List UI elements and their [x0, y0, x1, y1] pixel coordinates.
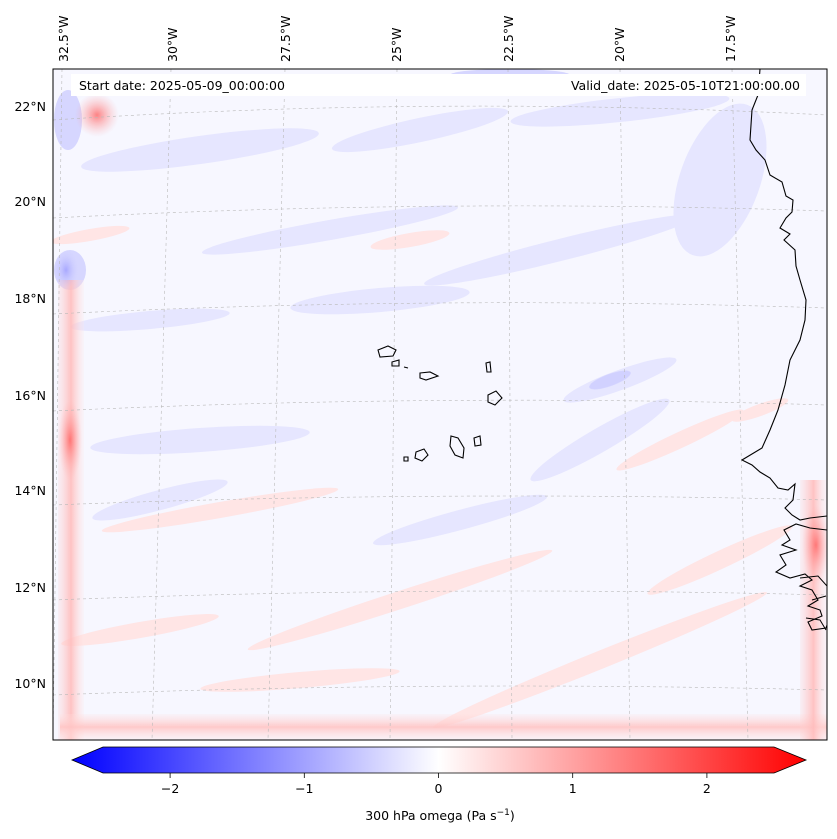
- left-edge-band: [58, 280, 84, 740]
- lat-label: 14°N: [14, 483, 46, 498]
- island-boa-vista: [487, 390, 503, 406]
- valid-date-label: Valid_date: 2025-05-10T21:00:00.00: [571, 78, 800, 93]
- africa-coastline-south: [774, 523, 827, 631]
- omega-positive-areas: [53, 225, 793, 728]
- lon-label: 25°W: [389, 27, 404, 62]
- colorbar-tick-label: 0: [435, 781, 443, 796]
- lat-label: 20°N: [14, 194, 46, 209]
- island-maio: [473, 435, 482, 447]
- latitude-labels: 22°N 20°N 18°N 16°N 14°N 12°N 10°N: [14, 99, 46, 691]
- colorbar-tick-label: 2: [703, 781, 711, 796]
- longitude-labels: 32.5°W 30°W 27.5°W 25°W 22.5°W 20°W 17.5…: [56, 16, 738, 62]
- lon-label: 32.5°W: [56, 16, 71, 62]
- coastline-detail: [799, 575, 827, 631]
- map-panel: [53, 69, 827, 740]
- lat-label: 12°N: [14, 580, 46, 595]
- cabo-verde-islands: [377, 345, 503, 462]
- colorbar: −2 −1 0 1 2 300 hPa omega (Pa s−1): [70, 746, 808, 823]
- date-header-box: [71, 74, 806, 96]
- blue-minimum-west: [54, 250, 78, 290]
- map-frame: [52, 68, 828, 741]
- lon-label: 20°W: [612, 27, 627, 62]
- colorbar-label-exponent: −1: [497, 808, 510, 818]
- red-maximum-west: [58, 400, 82, 480]
- colorbar-tick-label: −1: [295, 781, 313, 796]
- island-sao-vicente: [391, 359, 400, 367]
- island-sao-nicolau: [419, 371, 440, 381]
- lat-label: 18°N: [14, 291, 46, 306]
- colorbar-body: [70, 746, 808, 774]
- colorbar-tick-label: −2: [161, 781, 179, 796]
- island-santa-luzia: [403, 366, 409, 369]
- lon-label: 30°W: [165, 27, 180, 62]
- red-maximum-east: [802, 505, 827, 585]
- island-santiago: [449, 435, 465, 459]
- lon-label: 27.5°W: [278, 16, 293, 62]
- lat-label: 22°N: [14, 99, 46, 114]
- colorbar-label-text: 300 hPa omega (Pa s: [365, 808, 496, 823]
- colorbar-ticks: [169, 773, 708, 778]
- graticule: [53, 69, 827, 740]
- island-santo-antao: [377, 345, 397, 358]
- island-fogo: [414, 448, 429, 462]
- bottom-edge-band: [60, 714, 827, 740]
- island-brava: [403, 456, 409, 462]
- lat-label: 16°N: [14, 388, 46, 403]
- lon-label: 17.5°W: [723, 16, 738, 62]
- colorbar-label: 300 hPa omega (Pa s−1): [365, 808, 515, 823]
- omega-negative-areas: [70, 93, 767, 546]
- africa-coastline: [740, 69, 827, 521]
- island-sal: [485, 361, 492, 373]
- lon-label: 22.5°W: [501, 16, 516, 62]
- start-date-label: Start date: 2025-05-09_00:00:00: [79, 78, 285, 93]
- colorbar-label-close: ): [510, 808, 515, 823]
- colorbar-tick-label: 1: [569, 781, 577, 796]
- red-maximum-northwest: [75, 93, 119, 137]
- lat-label: 10°N: [14, 676, 46, 691]
